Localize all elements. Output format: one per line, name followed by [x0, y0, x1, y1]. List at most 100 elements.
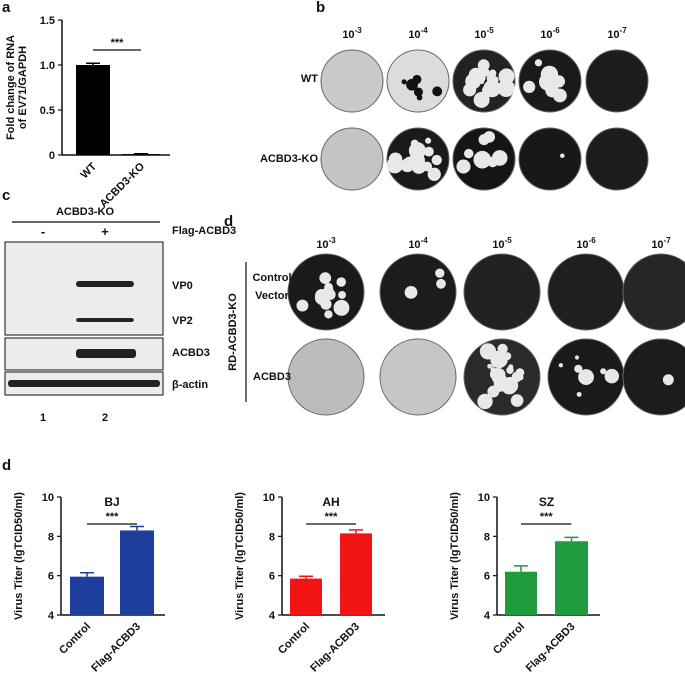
plaque [549, 75, 555, 80]
blot-band [76, 349, 136, 358]
plate [379, 253, 457, 331]
plaque [493, 378, 505, 390]
significance-label: *** [325, 511, 339, 523]
y-tick-label: 10 [263, 492, 275, 504]
plaque [581, 376, 591, 385]
chart-title: BJ [104, 495, 119, 509]
y-tick-label: 4 [269, 610, 276, 622]
plaque [296, 299, 309, 312]
y-axis-label: Virus Titer (lgTCID50/ml) [13, 492, 25, 620]
plaque [487, 156, 498, 168]
dilution-base: 10 [408, 29, 420, 41]
dilution-label: 10-3 [316, 236, 336, 251]
plate [320, 127, 384, 191]
plate [585, 127, 649, 191]
plaque [338, 290, 347, 299]
plaque [324, 310, 333, 319]
plaque [404, 285, 418, 299]
plaque [413, 87, 423, 97]
significance-label: *** [111, 37, 125, 49]
row-label: ACBD3 [253, 371, 291, 383]
plate [287, 338, 365, 416]
lane-sign: - [41, 224, 45, 239]
y-tick-label: 8 [269, 531, 275, 543]
plaque [495, 355, 507, 367]
error-bar [349, 529, 363, 534]
plaque [497, 154, 504, 162]
plaque [412, 74, 422, 84]
plaque [400, 158, 415, 173]
y-axis-label: Virus Titer (lgTCID50/ml) [449, 492, 461, 620]
plaque [431, 154, 442, 166]
plaque [560, 153, 565, 158]
x-tick-label: Flag-ACBD3 [524, 621, 578, 674]
x-tick-label: Flag-ACBD3 [308, 621, 362, 674]
x-tick-label: Flag-ACBD3 [89, 621, 143, 674]
row-label: Vector [255, 290, 289, 302]
error-bar [130, 525, 144, 531]
plaque [435, 268, 445, 278]
error-bar [86, 62, 100, 65]
significance-label: *** [106, 511, 120, 523]
dilution-base: 10 [576, 239, 588, 251]
plaque [427, 167, 441, 181]
dilution-exp: -7 [620, 26, 628, 35]
bar [70, 576, 104, 615]
blot-band [76, 318, 134, 322]
x-tick-label: Control [491, 621, 527, 657]
y-tick-label: 10 [478, 492, 490, 504]
y-tick-label: 0 [49, 150, 55, 162]
blot-band [8, 380, 160, 387]
dilution-label: 10-5 [474, 26, 494, 41]
plate [518, 127, 582, 191]
dilution-base: 10 [540, 29, 552, 41]
plaque [423, 146, 434, 157]
plate [585, 49, 649, 113]
plaque [314, 290, 330, 305]
plaque [477, 59, 490, 72]
group-label: ACBD3-KO [56, 206, 115, 218]
band-label: ACBD3 [172, 347, 210, 359]
plaque [436, 278, 446, 289]
treatment-label: Flag-ACBD3 [172, 225, 236, 237]
row-label: Control [252, 272, 291, 284]
bar [290, 578, 322, 615]
y-tick-label: 10 [42, 492, 54, 504]
plaque [497, 343, 508, 355]
plaque [473, 150, 492, 169]
plaque [491, 361, 497, 368]
plaque [604, 368, 620, 384]
plaque [510, 394, 524, 407]
plaque [574, 364, 583, 373]
dilution-label: 10-6 [540, 26, 560, 41]
plaque [489, 368, 503, 381]
y-tick-label: 0.5 [40, 105, 55, 117]
row-label: ACBD3-KO [260, 153, 319, 165]
dilution-base: 10 [342, 29, 354, 41]
error-bar [564, 536, 579, 542]
x-tick-label: ACBD3-KO [98, 160, 148, 210]
dilution-base: 10 [651, 239, 663, 251]
dilution-label: 10-7 [607, 26, 627, 41]
plaque [574, 355, 580, 360]
plaque [401, 79, 407, 85]
plaque [504, 376, 515, 387]
plaque [410, 139, 419, 148]
plaque [474, 155, 479, 160]
plaque [473, 91, 490, 108]
dilution-exp: -4 [421, 236, 429, 245]
dilution-exp: -5 [487, 26, 495, 35]
chart-title: SZ [539, 495, 554, 509]
plaque [456, 159, 471, 174]
dilution-label: 10-5 [492, 236, 512, 251]
panel-label: c [2, 187, 10, 204]
dilution-exp: -4 [421, 26, 429, 35]
dilution-exp: -3 [329, 236, 337, 245]
band-label: VP0 [172, 280, 193, 292]
plaque [498, 68, 515, 85]
plate [622, 253, 685, 331]
dilution-base: 10 [408, 239, 420, 251]
blot-band [76, 281, 134, 287]
panel-label: b [316, 0, 325, 16]
plaque [518, 374, 524, 381]
